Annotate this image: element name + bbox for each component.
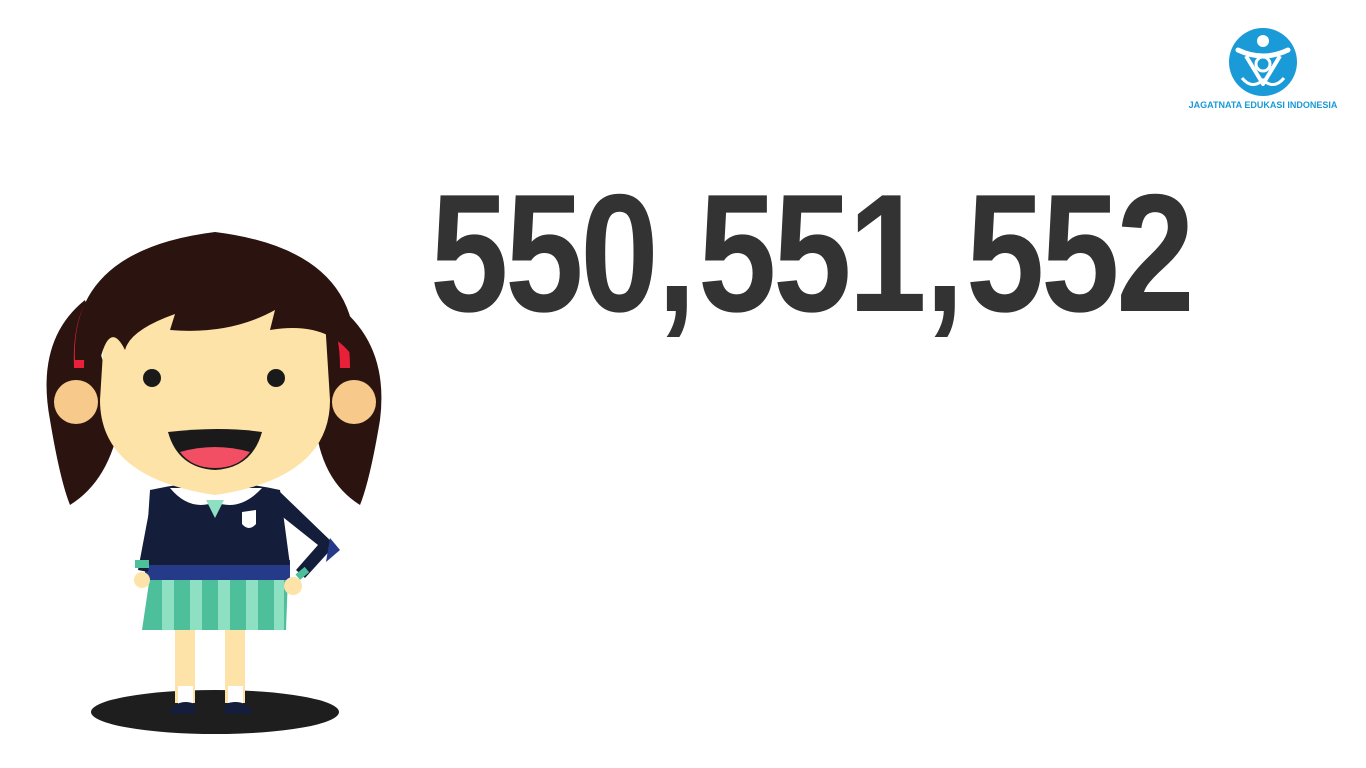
right-shoe	[225, 702, 252, 714]
right-eye	[267, 369, 285, 387]
right-arm	[274, 490, 335, 578]
number-2: 551	[697, 159, 927, 347]
brand-logo: JAGATNATA EDUKASI INDONESIA	[1180, 26, 1346, 116]
right-leg	[225, 625, 245, 703]
hair-bangs	[74, 232, 356, 360]
schoolgirl-character-icon	[46, 232, 382, 734]
number-sequence: 550,551,552	[430, 159, 1195, 347]
jagatnata-logo-icon	[1229, 28, 1297, 96]
right-ribbon	[320, 296, 350, 368]
left-arm	[138, 496, 160, 572]
ground-shadow	[91, 690, 339, 734]
number-1: 550	[430, 159, 659, 347]
collar	[170, 488, 262, 505]
number-3: 552	[965, 159, 1195, 347]
separator-2: ,	[925, 159, 964, 347]
face	[100, 305, 330, 495]
left-ear	[54, 380, 98, 424]
right-ear	[332, 380, 376, 424]
left-eye	[143, 369, 161, 387]
shirt	[145, 482, 290, 565]
left-leg	[175, 625, 195, 703]
left-shoe	[170, 702, 195, 714]
logo-caption: JAGATNATA EDUKASI INDONESIA	[1188, 100, 1338, 110]
separator-1: ,	[657, 159, 696, 347]
